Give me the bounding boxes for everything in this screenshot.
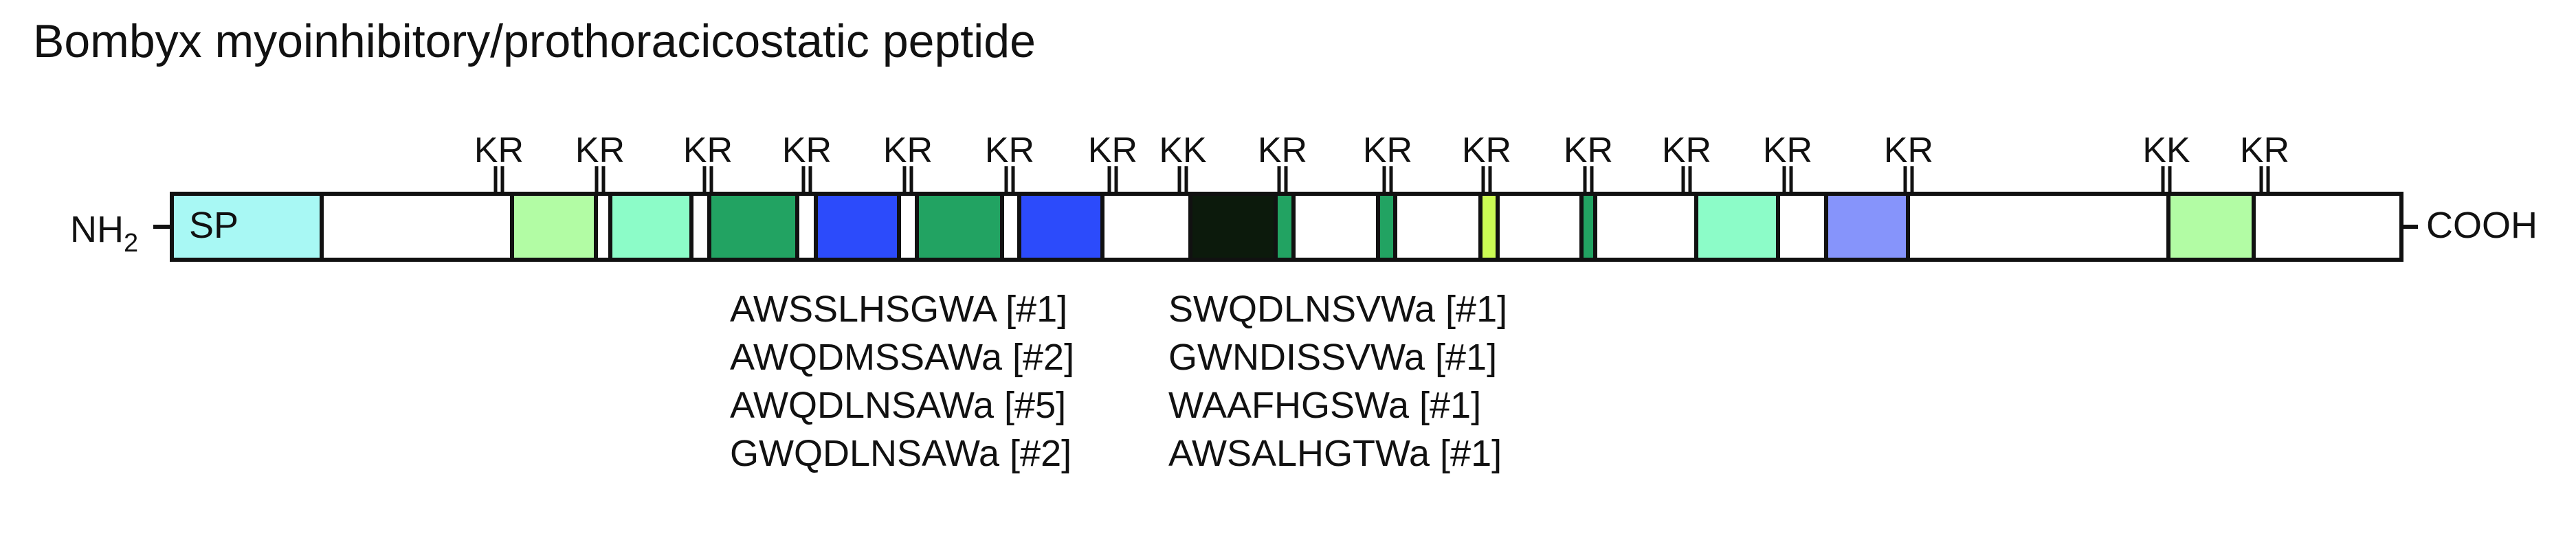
cleavage-site-label: KR bbox=[1088, 131, 1137, 170]
peptide-item: AWSALHGTWa [#1] bbox=[1168, 433, 1502, 474]
peptide-segment bbox=[1017, 192, 1104, 262]
cleavage-sites-layer: KR KR KR KR KR KR KR KK KR KR KR KR KR KR KR KK KR bbox=[474, 131, 2289, 194]
cleavage-site-label: KR bbox=[985, 131, 1034, 170]
cleavage-site-label: KR bbox=[782, 131, 832, 170]
signal-peptide-segment bbox=[170, 192, 324, 262]
peptide-segment bbox=[1274, 192, 1296, 262]
spacer-segment bbox=[1776, 192, 1828, 262]
spacer-segment bbox=[1593, 192, 1698, 262]
peptide-segment bbox=[1376, 192, 1397, 262]
peptide-segment bbox=[1188, 192, 1278, 262]
spacer-segment bbox=[1100, 192, 1192, 262]
signal-peptide-label: SP bbox=[189, 205, 238, 246]
spacer-segment bbox=[795, 192, 818, 262]
peptide-item: GWNDISSVWa [#1] bbox=[1168, 337, 1498, 378]
peptide-segment bbox=[707, 192, 799, 262]
peptide-segment bbox=[915, 192, 1004, 262]
peptide-segment bbox=[814, 192, 901, 262]
cleavage-site-label: KR bbox=[1564, 131, 1613, 170]
peptide-item: WAAFHGSWa [#1] bbox=[1168, 385, 1482, 426]
cleavage-site-label: KR bbox=[1763, 131, 1812, 170]
peptide-list-left: AWSSLHSGWA [#1] AWQDMSSAWa [#2] AWQDLNSA… bbox=[730, 285, 1074, 478]
spacer-segment bbox=[1906, 192, 2170, 262]
c-terminus-label: COOH bbox=[2426, 205, 2538, 246]
peptide-item: AWQDMSSAWa [#2] bbox=[730, 337, 1075, 378]
n-terminus-label: NH2 bbox=[70, 209, 138, 258]
cleavage-site-label: KK bbox=[2142, 131, 2190, 170]
cleavage-site-label: KR bbox=[2240, 131, 2289, 170]
spacer-segment bbox=[1291, 192, 1380, 262]
diagram-title: Bombyx myoinhibitory/prothoracicostatic … bbox=[33, 15, 1036, 67]
peptide-segment bbox=[1824, 192, 1910, 262]
peptide-segment bbox=[1694, 192, 1780, 262]
segments-layer bbox=[170, 192, 2403, 262]
spacer-segment bbox=[1000, 192, 1021, 262]
peptide-list-right: SWQDLNSVWa [#1] GWNDISSVWa [#1] WAAFHGSW… bbox=[1168, 285, 1507, 478]
peptide-item: AWQDLNSAWa [#5] bbox=[730, 385, 1067, 426]
cleavage-site-label: KR bbox=[1363, 131, 1412, 170]
peptide-segment bbox=[1478, 192, 1500, 262]
cleavage-site-label: KR bbox=[683, 131, 733, 170]
spacer-segment bbox=[2252, 192, 2403, 262]
cleavage-site-label: KR bbox=[1884, 131, 1933, 170]
cleavage-site-label: KR bbox=[575, 131, 625, 170]
spacer-segment bbox=[897, 192, 919, 262]
peptide-item: SWQDLNSVWa [#1] bbox=[1168, 289, 1508, 330]
spacer-segment bbox=[594, 192, 612, 262]
peptide-item: GWQDLNSAWa [#2] bbox=[730, 433, 1072, 474]
cleavage-site-label: KR bbox=[1462, 131, 1511, 170]
cleavage-site-label: KR bbox=[1662, 131, 1711, 170]
peptide-segment bbox=[608, 192, 693, 262]
cleavage-site-label: KK bbox=[1159, 131, 1207, 170]
spacer-segment bbox=[1496, 192, 1584, 262]
spacer-segment bbox=[689, 192, 711, 262]
spacer-segment bbox=[1393, 192, 1483, 262]
cleavage-site-label: KR bbox=[1258, 131, 1307, 170]
cleavage-site-label: KR bbox=[474, 131, 524, 170]
cleavage-site-label: KR bbox=[883, 131, 933, 170]
spacer-segment bbox=[320, 192, 514, 262]
peptide-item: AWSSLHSGWA [#1] bbox=[730, 289, 1068, 330]
peptide-segment bbox=[510, 192, 598, 262]
peptide-segment bbox=[2166, 192, 2256, 262]
